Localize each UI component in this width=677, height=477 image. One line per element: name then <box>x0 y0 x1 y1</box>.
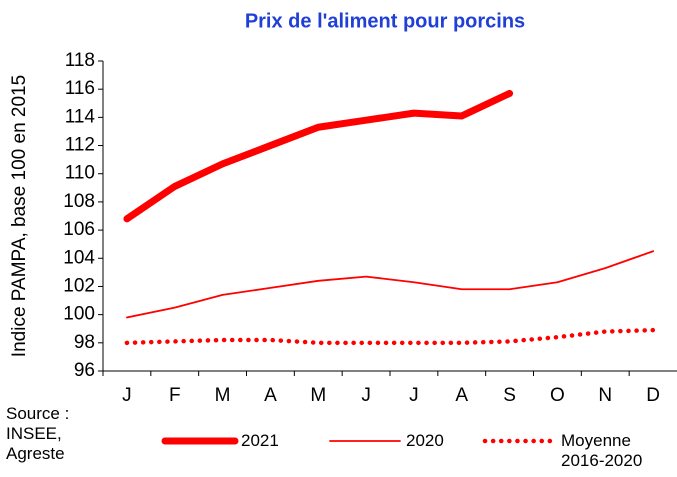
y-tick-label: 102 <box>63 275 95 296</box>
x-tick-label: M <box>215 385 231 406</box>
y-tick-label: 100 <box>63 304 95 325</box>
series-line <box>123 89 514 223</box>
x-tick-label: F <box>169 385 181 406</box>
y-tick-label: 104 <box>63 247 95 268</box>
y-tick-label: 96 <box>74 360 95 381</box>
x-tick-label: D <box>646 385 660 406</box>
legend-label: 2020 <box>406 431 444 450</box>
chart-title: Prix de l'aliment pour porcins <box>245 10 525 32</box>
y-tick-label: 112 <box>65 135 95 156</box>
series-line <box>124 327 656 346</box>
y-tick-label: 118 <box>65 50 95 71</box>
y-tick-label: 108 <box>63 191 95 212</box>
legend-label: 2021 <box>241 431 279 450</box>
x-tick-label: A <box>455 385 468 406</box>
y-tick-label: 110 <box>65 163 95 184</box>
x-tick-label: S <box>503 385 516 406</box>
x-tick-label: A <box>264 385 277 406</box>
y-tick-label: 106 <box>63 219 95 240</box>
y-tick-label: 98 <box>74 332 95 353</box>
y-tick-label: 114 <box>65 106 96 127</box>
x-tick-label: J <box>409 385 419 406</box>
y-tick-label: 116 <box>65 78 95 99</box>
y-axis-label: Indice PAMPA, base 100 en 2015 <box>9 75 30 357</box>
series-line <box>126 250 654 319</box>
x-tick-label: M <box>310 385 326 406</box>
legend-label: Moyenne 2016-2020 <box>561 431 643 470</box>
x-tick-label: J <box>361 385 371 406</box>
x-tick-label: O <box>550 385 565 406</box>
x-tick-label: N <box>598 385 612 406</box>
x-tick-label: J <box>122 385 132 406</box>
source: Source : INSEE, Agreste <box>6 404 70 463</box>
